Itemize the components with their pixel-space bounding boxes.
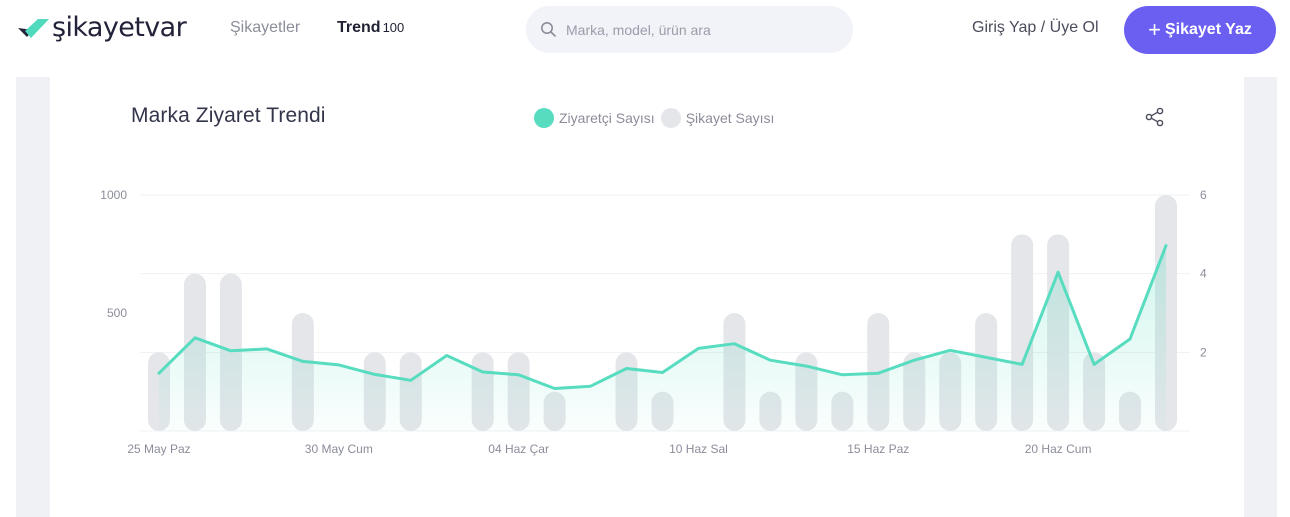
left-axis-tick-label: 1000 <box>100 188 127 202</box>
plus-icon: + <box>1148 17 1161 42</box>
nav-link-trend[interactable]: Trend 100 <box>337 19 404 37</box>
legend-complaints-label: Şikayet Sayısı <box>685 110 775 126</box>
legend-visitors-label: Ziyaretçi Sayısı <box>559 110 655 126</box>
nav-trend-label: Trend <box>337 19 381 36</box>
search-box[interactable] <box>526 6 853 53</box>
chart-legend: Ziyaretçi Sayısı Şikayet Sayısı <box>534 108 780 128</box>
share-icon[interactable] <box>1144 106 1166 128</box>
visitor-area <box>159 245 1166 431</box>
nav-trend-count: 100 <box>382 20 405 35</box>
x-axis-tick-label: 30 May Cum <box>305 442 373 456</box>
x-axis-tick-label: 15 Haz Paz <box>847 442 909 456</box>
nav-link-complaints[interactable]: Şikayetler <box>230 19 301 36</box>
search-input[interactable] <box>566 6 846 53</box>
write-complaint-label: Şikayet Yaz <box>1164 21 1252 38</box>
right-axis-tick-label: 2 <box>1200 345 1207 359</box>
visitor-line <box>157 244 1168 390</box>
logo-text: şikayetvar <box>52 12 187 43</box>
x-axis-tick-label: 25 May Paz <box>127 442 190 456</box>
x-axis-tick-label: 10 Haz Sal <box>669 442 728 456</box>
legend-item-visitors[interactable]: Ziyaretçi Sayısı <box>534 108 655 128</box>
legend-complaints-swatch <box>660 108 681 128</box>
logo-check-icon <box>18 19 49 38</box>
chart-title: Marka Ziyaret Trendi <box>131 104 326 127</box>
x-axis-tick-label: 04 Haz Çar <box>488 442 549 456</box>
x-axis-tick-label: 20 Haz Cum <box>1025 442 1092 456</box>
site-logo[interactable]: şikayetvar <box>16 12 187 44</box>
write-complaint-button[interactable]: + Şikayet Yaz <box>1124 6 1276 54</box>
right-axis-tick-label: 4 <box>1200 267 1207 281</box>
left-axis-tick-label: 500 <box>107 306 127 320</box>
search-icon <box>541 22 556 37</box>
login-register-link[interactable]: Giriş Yap / Üye Ol <box>972 19 1099 36</box>
trend-card <box>50 77 1244 517</box>
right-axis-tick-label: 6 <box>1200 188 1207 202</box>
legend-item-complaints[interactable]: Şikayet Sayısı <box>660 108 775 128</box>
legend-visitors-swatch <box>534 108 554 128</box>
